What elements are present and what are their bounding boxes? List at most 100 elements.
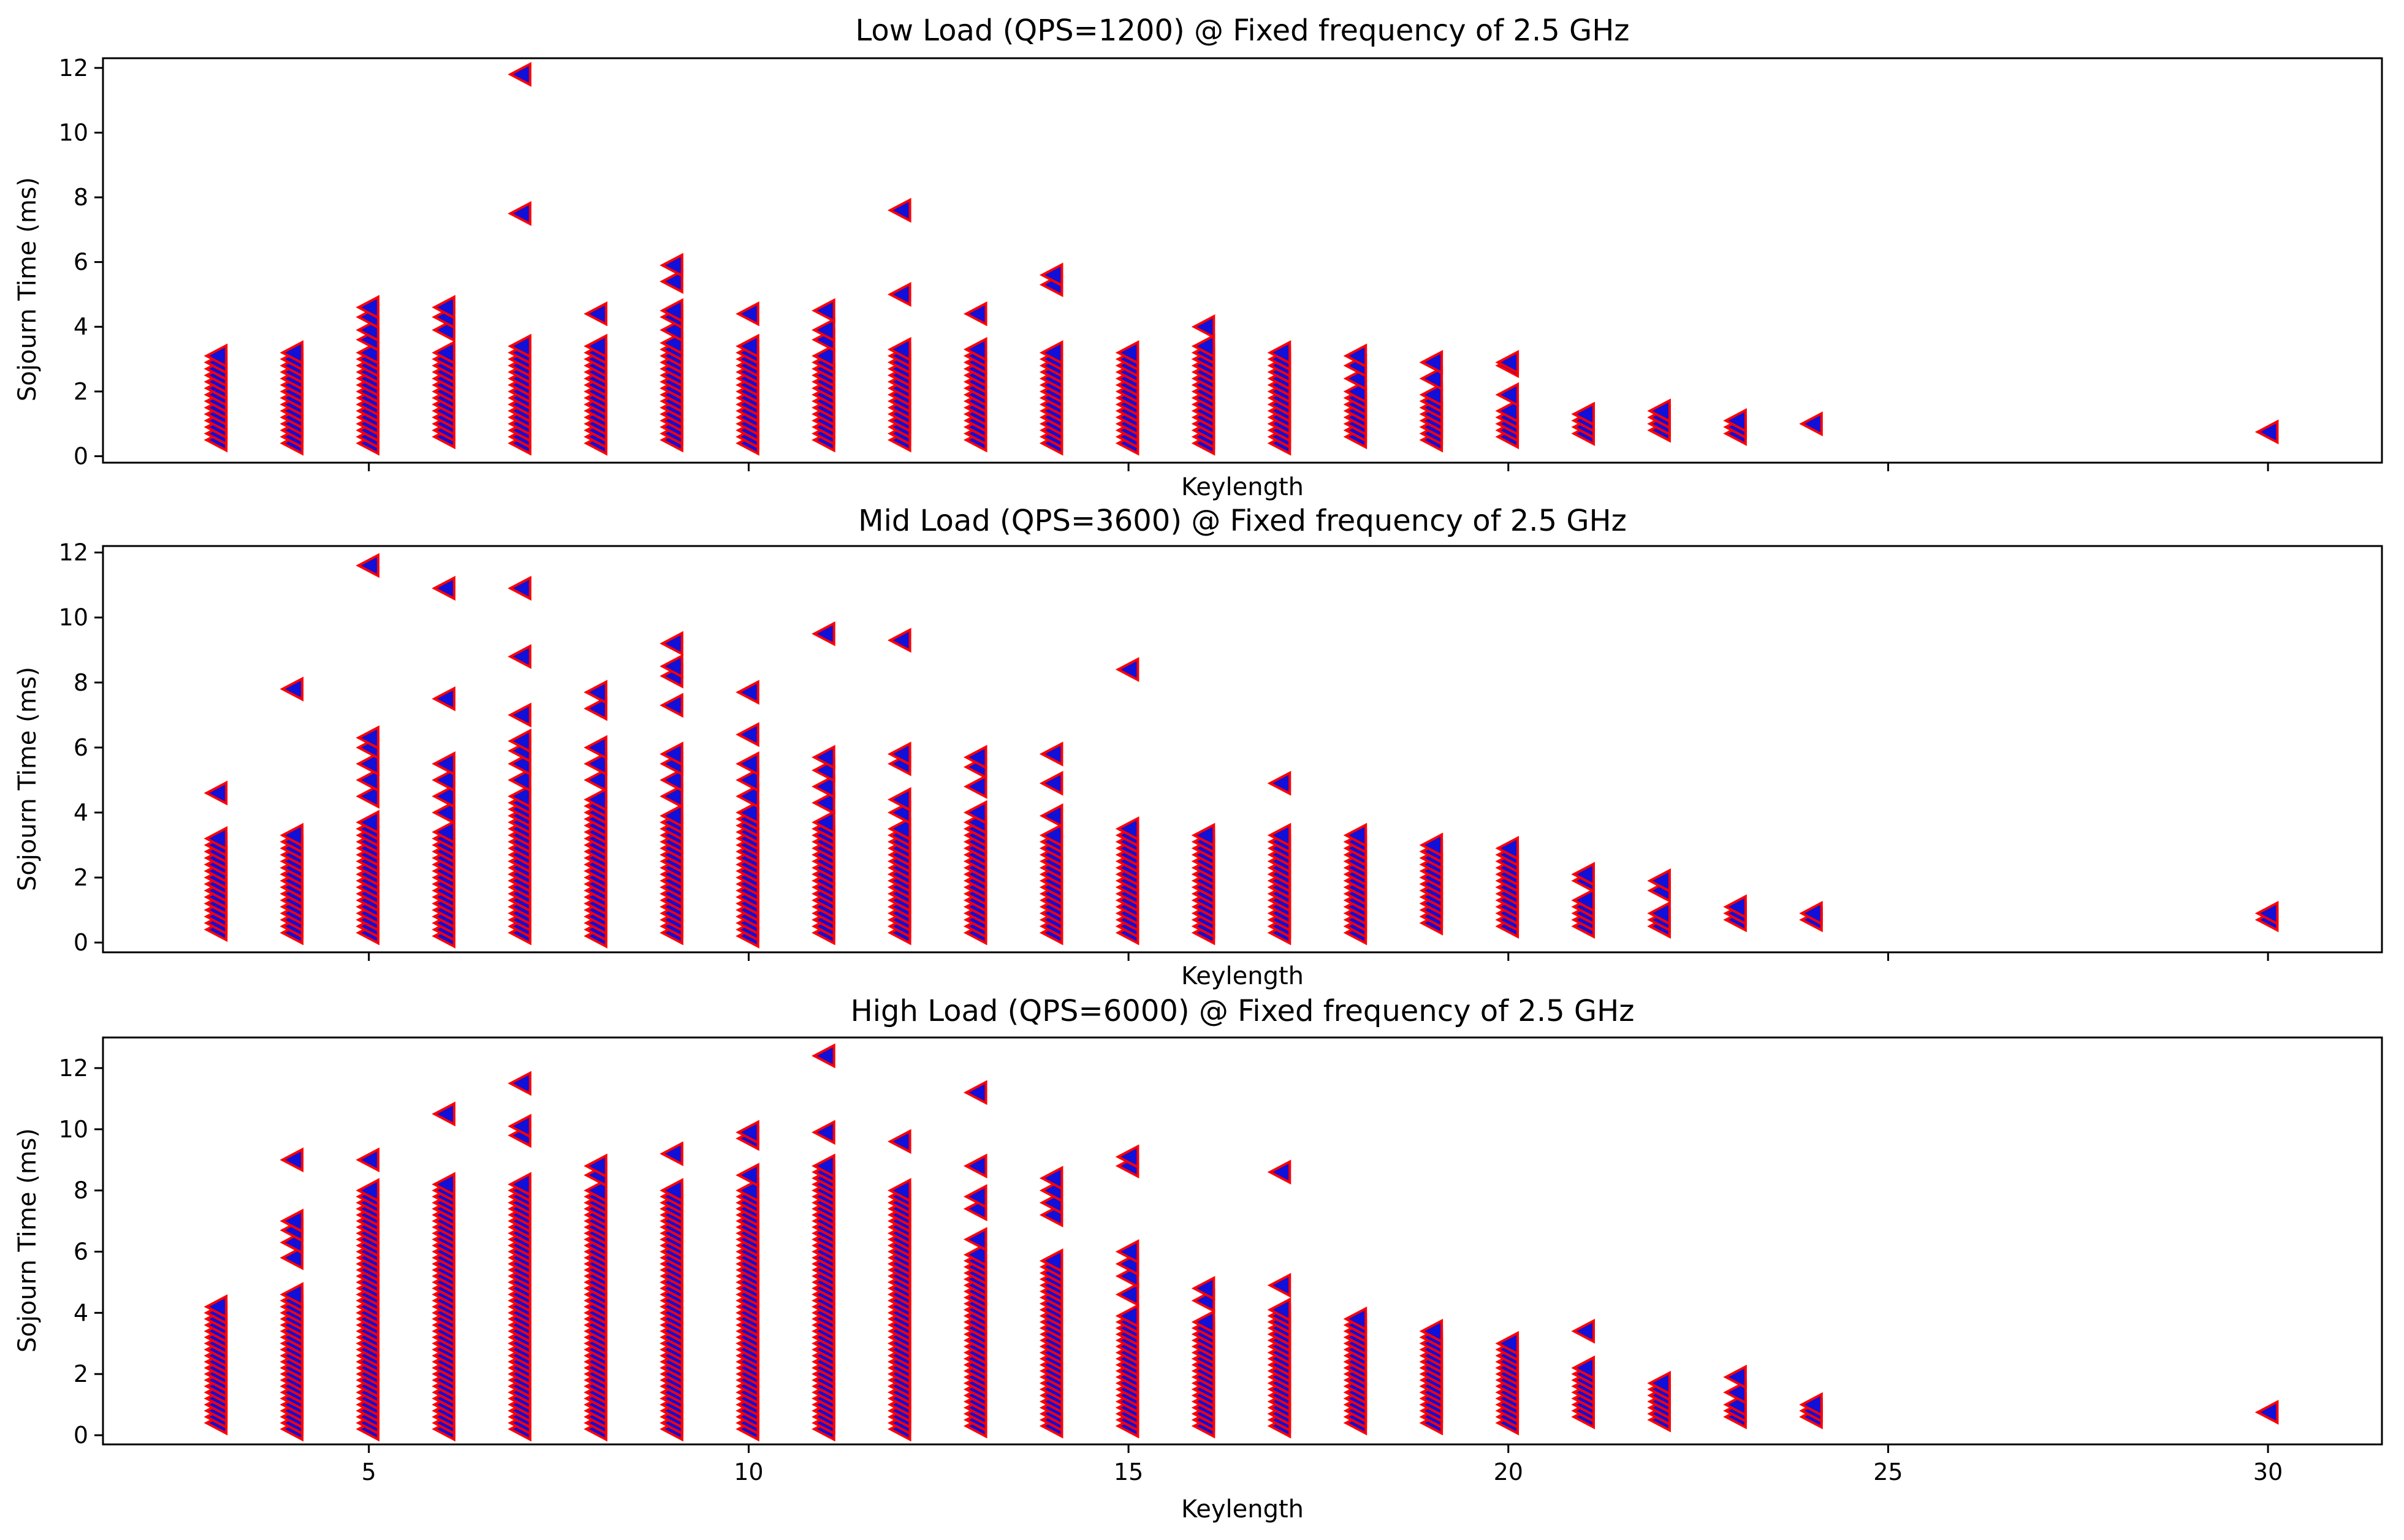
data-point [660,653,683,679]
x-tick-label: 25 [1873,1458,1903,1485]
x-axis-label: Keylength [1181,473,1304,501]
data-point [432,686,455,711]
data-point [660,1141,683,1167]
y-tick-label: 12 [59,539,88,566]
data-point [508,702,531,728]
y-tick-label: 12 [59,1055,88,1082]
data-point [356,295,380,320]
data-point [1267,340,1291,365]
data-point [1571,862,1595,887]
data-point [1115,340,1139,365]
data-point [432,767,455,793]
data-point [1039,770,1063,796]
data-point [432,751,455,776]
data-point [812,790,835,816]
data-point [584,767,607,793]
plot-frame [102,1036,2383,1446]
data-point [1647,398,1671,423]
data-point [963,1080,987,1106]
data-point [1343,1306,1367,1332]
data-point [1419,350,1444,375]
data-point [1039,803,1063,829]
data-point [584,751,607,776]
data-point [1723,1364,1747,1390]
data-point [963,774,987,799]
data-point [660,298,683,324]
y-tick-label: 10 [59,604,88,631]
data-point [1191,1309,1215,1335]
x-tick-label: 20 [1494,1458,1523,1485]
data-point [660,784,683,809]
data-point [432,819,455,845]
data-point [508,62,531,87]
y-tick-label: 4 [74,799,88,826]
data-point [432,800,455,825]
plot-frame [102,57,2383,464]
data-point [204,1294,228,1319]
data-point [888,742,911,767]
data-point [2254,901,2279,926]
y-tick-label: 0 [74,442,88,469]
y-tick-label: 8 [74,1177,88,1204]
data-point [432,1172,455,1197]
data-point [660,252,683,278]
data-point [660,631,683,656]
data-point [963,1227,987,1252]
axes: 0 2 4 6 8 10 12 [59,539,2269,961]
data-point [1723,894,1747,920]
y-tick-label: 8 [74,184,88,211]
data-point [1647,901,1671,926]
data-point [1115,1144,1139,1170]
data-point [432,784,455,809]
data-point [1495,835,1520,861]
panel-title: Low Load (QPS=1200) @ Fixed frequency of… [856,13,1630,48]
data-point [1267,770,1291,796]
data-point [1343,343,1367,369]
data-point [1267,822,1291,848]
data-point [508,767,531,793]
data-point [356,553,380,578]
data-point [963,800,987,825]
data-point [736,1178,759,1203]
data-point [1039,822,1063,848]
data-point [584,1178,607,1203]
scatter-points [204,553,2279,949]
y-tick-label: 0 [74,929,88,956]
data-point [356,751,380,776]
data-point [584,301,607,327]
data-point [812,1120,835,1145]
y-tick-label: 6 [74,734,88,761]
panel-title: Mid Load (QPS=3600) @ Fixed frequency of… [858,504,1627,538]
data-point [888,197,911,223]
data-point [812,621,835,647]
data-point [1723,1379,1747,1405]
data-point [356,767,380,793]
data-point [204,780,228,806]
data-point [660,692,683,718]
data-point [1495,382,1520,408]
data-point [736,301,759,327]
panel-title: High Load (QPS=6000) @ Fixed frequency o… [851,994,1635,1028]
data-point [1799,1392,1823,1417]
data-point [1419,1318,1444,1344]
data-point [963,745,987,770]
data-point [508,201,531,226]
data-point [1115,657,1139,682]
data-point [736,767,759,793]
y-axis-label: Sojourn Time (ms) [13,667,42,891]
y-tick-label: 10 [59,1116,88,1143]
plot-frame [102,545,2383,954]
data-point [1191,822,1215,848]
data-point [1495,398,1520,423]
x-axis-label: Keylength [1181,1495,1304,1523]
data-point [1115,1282,1139,1307]
data-point [1495,350,1520,375]
data-point [660,1178,683,1203]
data-point [1191,333,1215,359]
x-tick-label: 10 [734,1458,763,1485]
scatter-points [204,1043,2279,1442]
data-point [888,336,911,362]
data-point [736,800,759,825]
data-point [1571,1355,1595,1381]
data-point [888,1129,911,1155]
